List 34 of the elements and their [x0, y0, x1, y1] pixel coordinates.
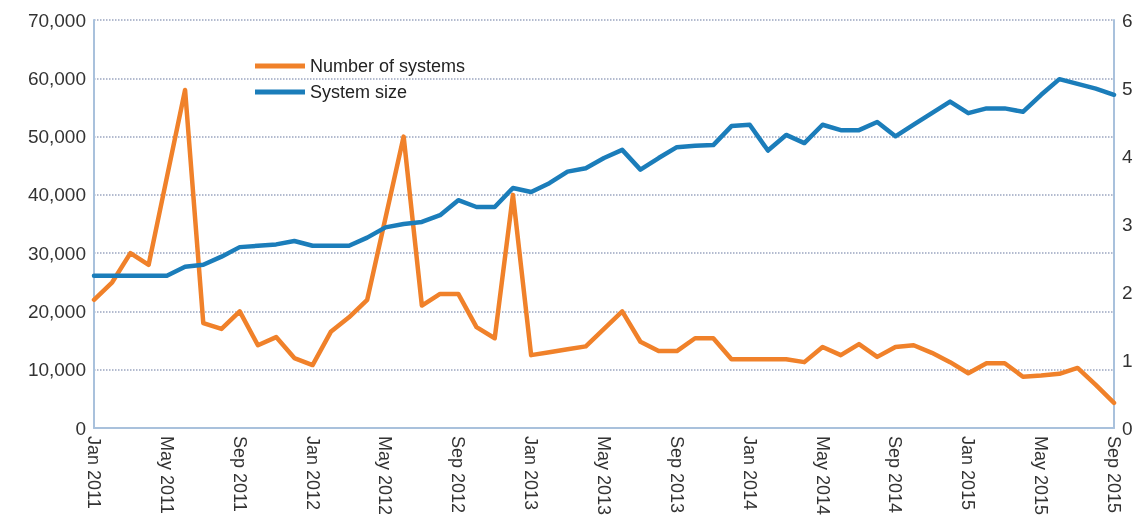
y-tick-label: 40,000	[27, 184, 86, 206]
x-tick-label: May 2014	[812, 436, 833, 516]
x-tick-label: Jan 2015	[958, 436, 979, 511]
x-tick-label: Jan 2014	[739, 436, 760, 511]
x-tick-label: Jan 2012	[302, 436, 323, 511]
x-tick-label: Jan 2013	[521, 436, 542, 511]
x-tick-label: May 2012	[375, 436, 396, 516]
y2-tick-label: 2	[1122, 281, 1133, 303]
x-tick-label: Sep 2015	[1104, 436, 1124, 514]
y-tick-label: 0	[75, 417, 86, 439]
line-series	[91, 76, 1117, 278]
y-tick-label: 50,000	[27, 126, 86, 148]
y2-tick-label: 3	[1122, 213, 1133, 235]
y-tick-label: 30,000	[27, 242, 86, 264]
y2-tick-label: 4	[1122, 145, 1133, 167]
x-tick-label: May 2011	[156, 436, 177, 514]
y2-tick-label: 0	[1122, 417, 1133, 439]
y-tick-label: 60,000	[27, 67, 86, 89]
legend-label: System size	[310, 82, 408, 102]
y2-tick-label: 5	[1122, 77, 1133, 99]
line-series	[91, 87, 1117, 406]
x-tick-label: Sep 2011	[229, 436, 250, 512]
y-tick-label: 20,000	[27, 300, 86, 322]
x-tick-label: May 2013	[594, 436, 614, 516]
x-tick-label: Sep 2012	[448, 436, 469, 514]
y2-tick-label: 1	[1122, 349, 1133, 371]
legend-label: Number of systems	[310, 56, 466, 76]
y2-tick-label: 6	[1122, 9, 1133, 31]
x-tick-label: Sep 2014	[885, 436, 906, 514]
y-tick-label: 70,000	[27, 9, 86, 31]
y-tick-label: 10,000	[27, 359, 86, 381]
x-tick-label: Sep 2013	[666, 436, 687, 514]
x-tick-label: Jan 2011	[84, 436, 104, 509]
x-tick-label: May 2015	[1031, 436, 1052, 516]
